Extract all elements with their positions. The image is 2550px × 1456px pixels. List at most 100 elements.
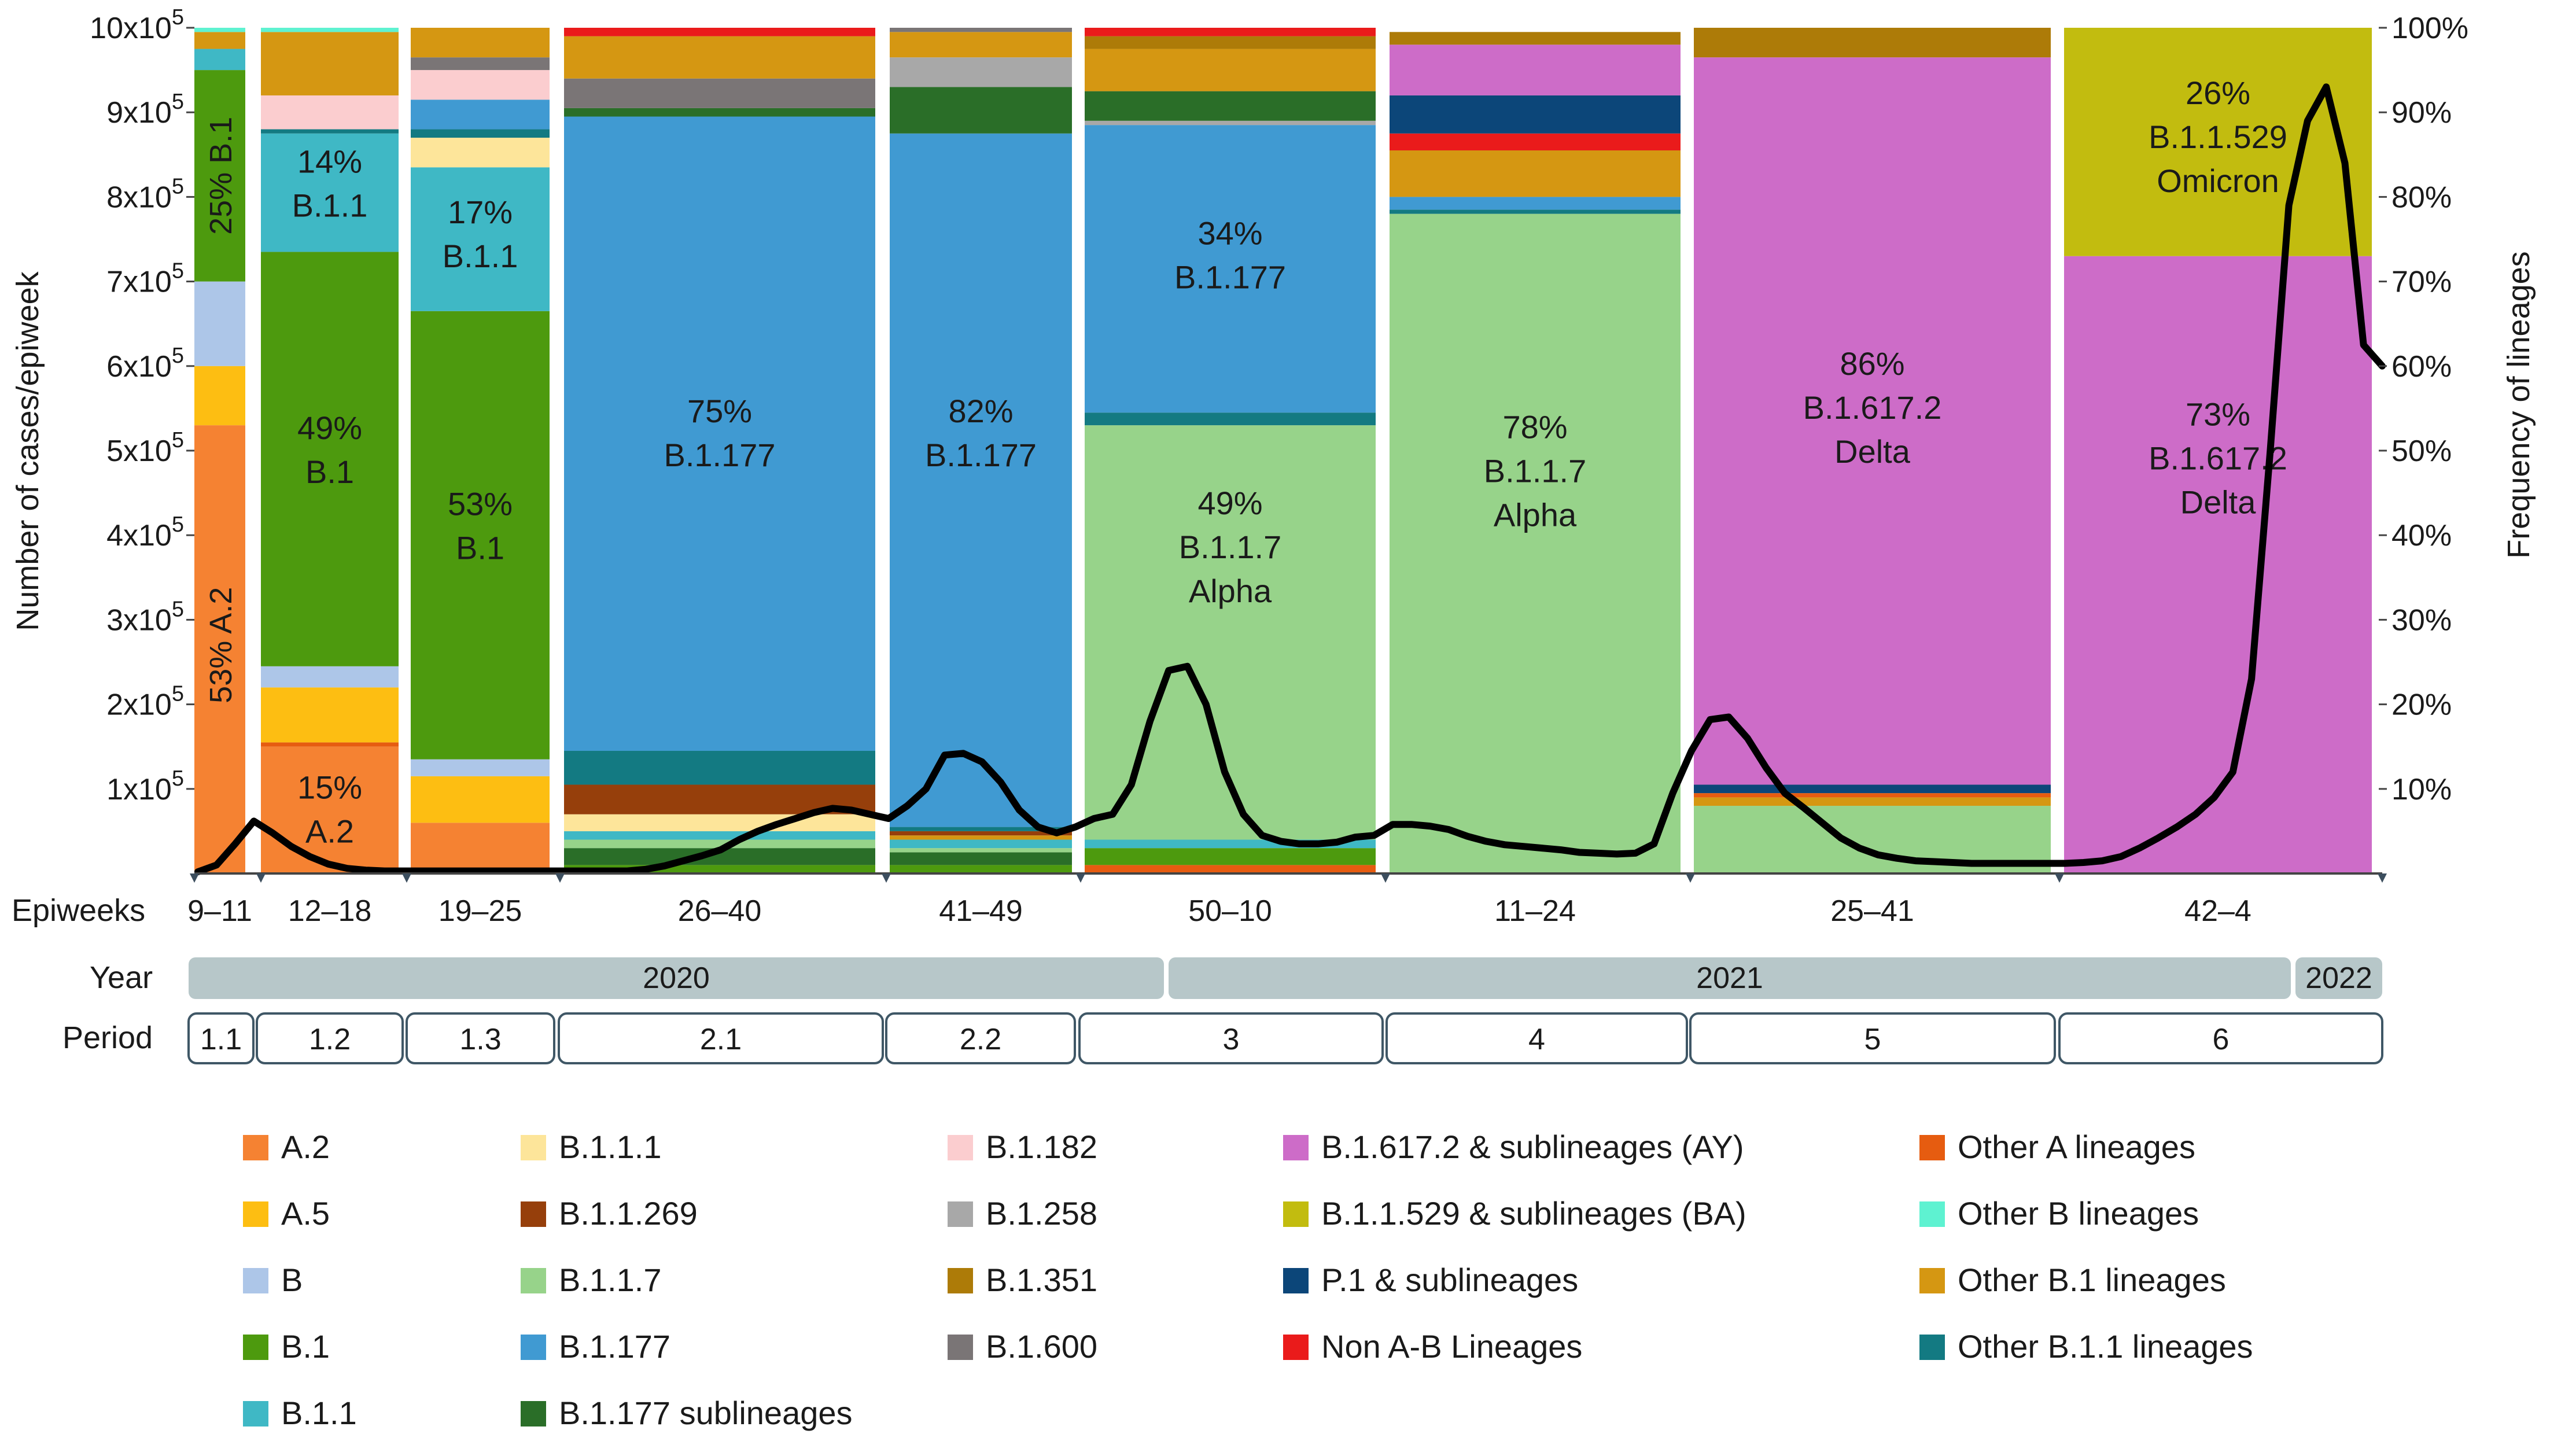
bar-segment: [890, 28, 1072, 32]
bar-label-text: B.1.1.529: [2149, 119, 2287, 155]
bar-segment: [411, 776, 550, 823]
bar-segment: [564, 108, 875, 117]
y-left-title-text: Number of cases/epiweek: [10, 271, 45, 631]
bar-label: 25% B.1: [204, 117, 238, 235]
epiweek-label: 19–25: [438, 894, 522, 928]
epiweek-tick-mark: [2055, 873, 2064, 883]
y-left-tick-label: 7x105: [106, 259, 184, 299]
bar-segment: [1085, 28, 1376, 36]
bar-segment: [411, 129, 550, 138]
legend-label: A.2: [281, 1129, 330, 1165]
bar-segment: [194, 366, 245, 426]
bar-label-text: 14%: [297, 143, 362, 179]
legend-swatch: [1919, 1201, 1945, 1227]
bar-segment: [890, 827, 1072, 831]
bar-segment: [261, 133, 399, 252]
bar-segment: [890, 133, 1072, 827]
legend-label: Other B lineages: [1958, 1195, 2199, 1232]
bar-label-text: 49%: [1197, 485, 1262, 521]
bar-segment: [890, 32, 1072, 58]
bar-segment: [890, 835, 1072, 840]
bar-label-text: B.1.1.7: [1179, 529, 1281, 565]
bar-segment: [1390, 32, 1681, 45]
bar-segment: [194, 281, 245, 366]
bar-segment: [1694, 28, 2051, 58]
period-box: [406, 1012, 555, 1064]
period-label: 5: [1864, 1023, 1881, 1056]
y-right-tick-label: 80%: [2391, 180, 2452, 214]
year-bar: [189, 957, 1164, 999]
period-box: [885, 1012, 1076, 1064]
bar-segment: [1390, 150, 1681, 197]
legend-label: Other B.1.1 lineages: [1958, 1328, 2253, 1365]
legend-swatch: [243, 1135, 268, 1160]
y-left-tick-label: 6x105: [106, 344, 184, 384]
bar-label-text: 25% B.1: [204, 117, 238, 235]
bar-segment: [564, 751, 875, 785]
year-label: 2020: [643, 961, 710, 995]
bar-segment: [1694, 784, 2051, 794]
bar-segment: [261, 687, 399, 743]
epiweeks-row-label: Epiweeks: [12, 893, 145, 928]
legend-label: B.1.1.7: [559, 1262, 661, 1298]
bar-label-text: Delta: [1834, 433, 1911, 470]
bar-segment: [2064, 28, 2372, 256]
period-box: [558, 1012, 884, 1064]
bar-label-text: B.1.1.7: [1484, 453, 1586, 489]
bar-segment: [411, 759, 550, 776]
year-label: 2021: [1696, 961, 1763, 995]
y-left-title: Number of cases/epiweek: [10, 271, 45, 631]
epiweek-tick-mark: [555, 873, 565, 883]
legend-swatch: [948, 1335, 973, 1360]
bar-segment: [564, 839, 875, 849]
period-label: 6: [2213, 1023, 2230, 1056]
period-label: 3: [1223, 1023, 1240, 1056]
legend-label: B.1.617.2 & sublineages (AY): [1321, 1129, 1744, 1165]
bar-label-text: 49%: [297, 410, 362, 446]
bar-segment: [890, 831, 1072, 836]
y-right-title-text: Frequency of lineages: [2501, 251, 2536, 558]
bar-segment: [261, 95, 399, 130]
legend-label: B.1: [281, 1328, 330, 1365]
bar-segment: [1085, 49, 1376, 91]
epiweek-tick-mark: [190, 873, 199, 883]
bar-segment: [564, 831, 875, 840]
y-right-tick-label: 10%: [2391, 773, 2452, 806]
bar-segment: [1085, 91, 1376, 121]
legend-label: Other A lineages: [1958, 1129, 2195, 1165]
bar-segment: [1694, 57, 2051, 785]
legend-swatch: [948, 1135, 973, 1160]
bar-segment: [564, 36, 875, 79]
period-box: [1689, 1012, 2056, 1064]
y-left-tick-label: 3x105: [106, 597, 184, 637]
legend-swatch: [948, 1268, 973, 1293]
period-row-label: Period: [62, 1020, 153, 1055]
bar-label-text: Delta: [2180, 484, 2257, 521]
period-box: [2058, 1012, 2383, 1064]
bar-label-text: Alpha: [1189, 573, 1272, 609]
bar-segment: [1085, 125, 1376, 413]
y-right-title: Frequency of lineages: [2501, 251, 2536, 558]
legend-swatch: [243, 1335, 268, 1360]
bar-segment: [194, 425, 245, 873]
bar-label-text: B.1.1: [443, 238, 518, 274]
y-right-tick-label: 70%: [2391, 266, 2452, 299]
legend-label: B.1.177 sublineages: [559, 1395, 853, 1431]
bar-label-text: B.1: [305, 454, 354, 490]
bar-segment: [261, 742, 399, 747]
bar-segment: [890, 848, 1072, 853]
epiweek-label: 12–18: [288, 894, 372, 928]
bar-label-text: B.1.617.2: [2149, 440, 2287, 477]
bar-segment: [261, 252, 399, 666]
legend-label: B: [281, 1262, 303, 1298]
bar-label-text: 34%: [1197, 215, 1262, 252]
bar-segment: [261, 28, 399, 32]
bar-segment: [194, 32, 245, 49]
bar-label-text: Alpha: [1494, 497, 1577, 533]
bar-label: 53% A.2: [204, 587, 238, 703]
legend-swatch: [1283, 1268, 1309, 1293]
bar-segment: [1694, 797, 2051, 806]
y-left-tick-label: 8x105: [106, 174, 184, 214]
bar-segment: [1085, 412, 1376, 426]
